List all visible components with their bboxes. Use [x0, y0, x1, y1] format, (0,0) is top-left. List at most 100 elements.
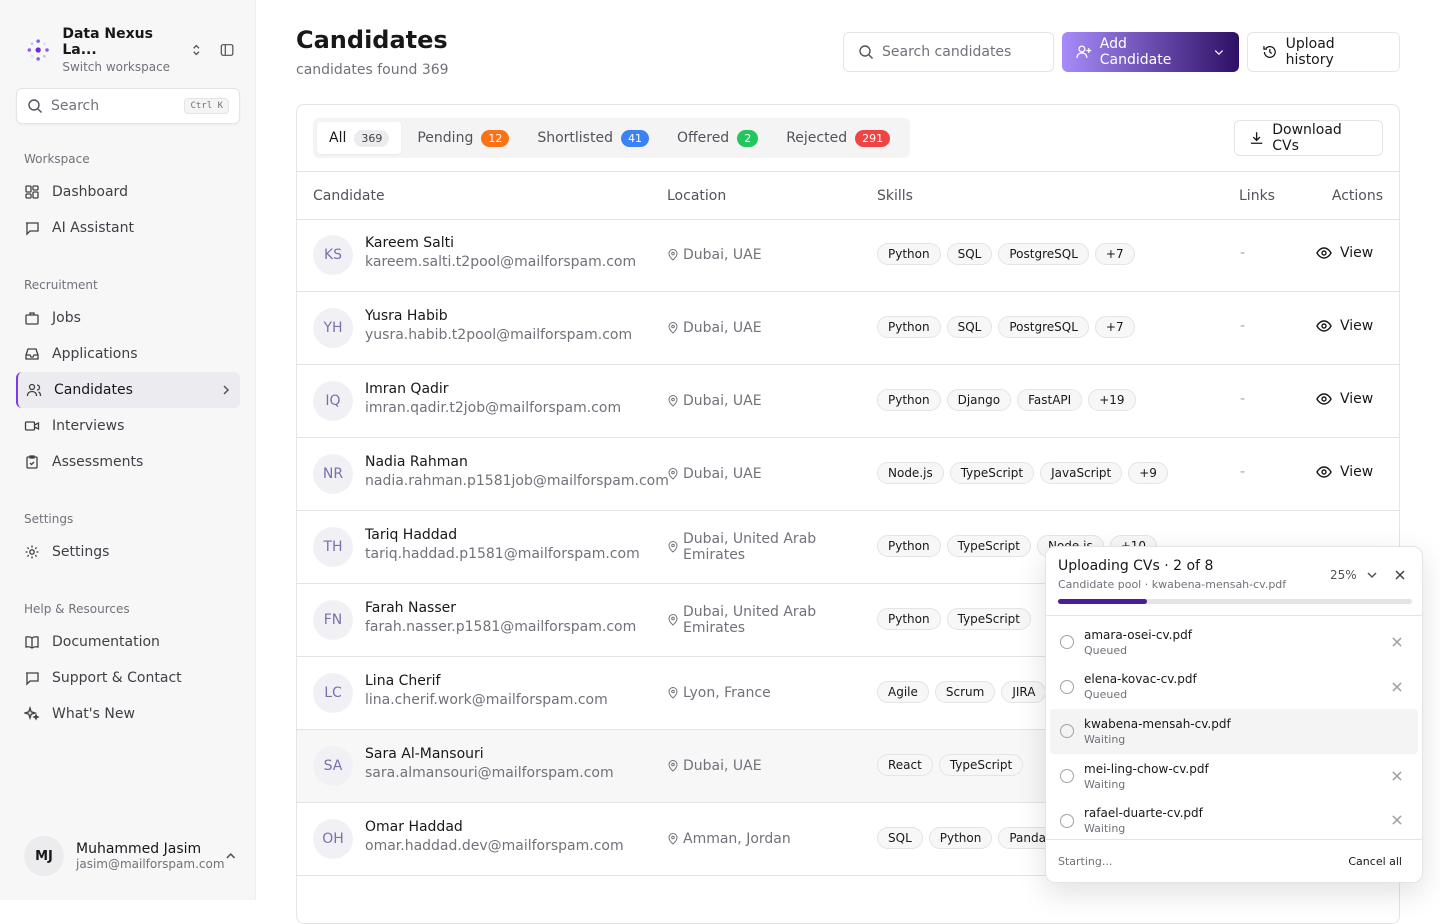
- view-label: View: [1340, 318, 1374, 334]
- avatar: LC: [313, 673, 353, 713]
- remove-button[interactable]: [1390, 635, 1404, 649]
- chevrons: [193, 44, 200, 56]
- file-status: Waiting: [1084, 732, 1126, 746]
- view-button[interactable]: View: [1316, 318, 1373, 334]
- icon-shape: [671, 397, 675, 402]
- icon-shape: [24, 706, 40, 721]
- nav-item[interactable]: Interviews: [16, 408, 240, 444]
- file-text: mei-ling-chow-cv.pdf Waiting: [1084, 762, 1209, 791]
- icon-shape: [1250, 132, 1263, 144]
- workspace-switcher[interactable]: Data Nexus La... Switch workspace: [24, 26, 234, 74]
- column-header: Location: [667, 188, 727, 204]
- icon-shape: [29, 455, 35, 466]
- skill-chip: Agile: [877, 681, 929, 703]
- icon-shape: [25, 636, 39, 649]
- icon-shape: [1078, 45, 1086, 53]
- icon-shape: [34, 421, 40, 431]
- view-label: View: [1340, 391, 1374, 407]
- location-text: Dubai, United Arab Emirates: [683, 604, 817, 636]
- upload-file: elena-kovac-cv.pdf Queued: [1050, 665, 1418, 710]
- icon-shape: [26, 672, 39, 686]
- skill-chip: SQL: [946, 316, 993, 338]
- search-icon: [28, 99, 42, 113]
- nav-item[interactable]: Candidates: [16, 372, 240, 408]
- collapse-icon[interactable]: [220, 42, 234, 58]
- icon-shape: [26, 222, 39, 236]
- upload-history-button[interactable]: Upload history: [1247, 32, 1400, 72]
- icon-shape: [668, 468, 678, 480]
- candidate: Imran Qadir imran.qadir.t2job@mailforspam…: [365, 381, 621, 416]
- icon-shape: [1316, 320, 1332, 332]
- icon-shape: [668, 614, 678, 626]
- tab[interactable]: Offered 2: [665, 122, 770, 154]
- skills: React TypeScript: [877, 754, 1024, 776]
- icon-shape: [29, 312, 35, 315]
- nav-item[interactable]: Dashboard: [16, 174, 240, 210]
- location-text: Dubai, UAE: [683, 466, 762, 482]
- icon-shape: [668, 395, 678, 407]
- tab[interactable]: Shortlisted 41: [525, 122, 661, 154]
- icon-shape: [25, 185, 39, 199]
- nav-item[interactable]: Support & Contact: [16, 660, 240, 696]
- nav-item[interactable]: Assessments: [16, 444, 240, 480]
- tab[interactable]: Rejected 291: [774, 122, 902, 154]
- icon-shape: [220, 44, 234, 56]
- button-label: Upload history: [1285, 36, 1335, 68]
- nav-item[interactable]: Jobs: [16, 300, 240, 336]
- icon-shape: [25, 193, 32, 199]
- location-text: Lyon, France: [683, 685, 771, 701]
- user-menu[interactable]: MJ Muhammed Jasim jasim@mailforspam.com: [24, 836, 236, 876]
- remove-button[interactable]: [1390, 769, 1404, 783]
- icon-shape: [671, 251, 675, 256]
- view-button[interactable]: View: [1316, 245, 1373, 261]
- candidate-search[interactable]: Search candidates: [843, 32, 1054, 72]
- upload-percent: 25%: [1330, 568, 1357, 582]
- pin-icon: [668, 687, 678, 699]
- location: Lyon, France: [667, 657, 837, 729]
- download-cvs-button[interactable]: Download CVs: [1234, 120, 1383, 156]
- user-plus-icon: [1076, 45, 1092, 58]
- icon-shape: [24, 706, 40, 721]
- nav-label: Dashboard: [52, 184, 128, 200]
- nav-item[interactable]: AI Assistant: [16, 210, 240, 246]
- chevron-up: [225, 853, 235, 859]
- icon-shape: [29, 549, 35, 555]
- nav-section: Help & Resources Documentation Support & C…: [16, 588, 240, 732]
- icon-shape: [43, 54, 46, 58]
- remove-button[interactable]: [1390, 813, 1404, 827]
- nav-item[interactable]: What's New: [16, 696, 240, 732]
- close-button[interactable]: [1394, 569, 1406, 581]
- skill-chip: +19: [1088, 389, 1136, 411]
- icon-shape: [1321, 396, 1327, 402]
- nav-item[interactable]: Applications: [16, 336, 240, 372]
- icon-shape: [671, 689, 675, 694]
- view-button[interactable]: View: [1316, 391, 1373, 407]
- upload-footer: Starting... Cancel all: [1046, 839, 1422, 882]
- view-button[interactable]: View: [1316, 464, 1373, 480]
- avatar: KS: [313, 235, 353, 275]
- icon: [25, 636, 39, 649]
- upload-status: Starting...: [1058, 855, 1113, 868]
- cancel-all-button[interactable]: Cancel all: [1348, 855, 1402, 868]
- workspace-name: Data Nexus La...: [62, 26, 153, 58]
- add-candidate-button[interactable]: Add Candidate: [1062, 32, 1239, 72]
- pin-icon: [668, 249, 678, 261]
- location: Amman, Jordan: [667, 803, 837, 875]
- tab-label: Pending: [417, 130, 474, 146]
- nav-item[interactable]: Settings: [16, 534, 240, 570]
- tab[interactable]: All 369: [317, 122, 402, 154]
- file-list: amara-osei-cv.pdf Queued elena-kovac-cv.pd…: [1046, 615, 1422, 847]
- shortcut: Ctrl K: [184, 98, 229, 114]
- icon-shape: [36, 39, 40, 43]
- icon-shape: [671, 835, 675, 840]
- collapse-button[interactable]: [1366, 569, 1378, 581]
- location-text: Dubai, United Arab Emirates: [683, 531, 817, 563]
- eye-icon: [1316, 466, 1332, 478]
- tab[interactable]: Pending 12: [405, 122, 521, 154]
- column-header: Actions: [1331, 188, 1383, 204]
- remove-button[interactable]: [1390, 680, 1404, 694]
- button-label: Download CVs: [1272, 122, 1342, 154]
- skill-chip: TypeScript: [946, 608, 1031, 630]
- sidebar-search[interactable]: Search Ctrl K: [16, 88, 240, 124]
- nav-item[interactable]: Documentation: [16, 624, 240, 660]
